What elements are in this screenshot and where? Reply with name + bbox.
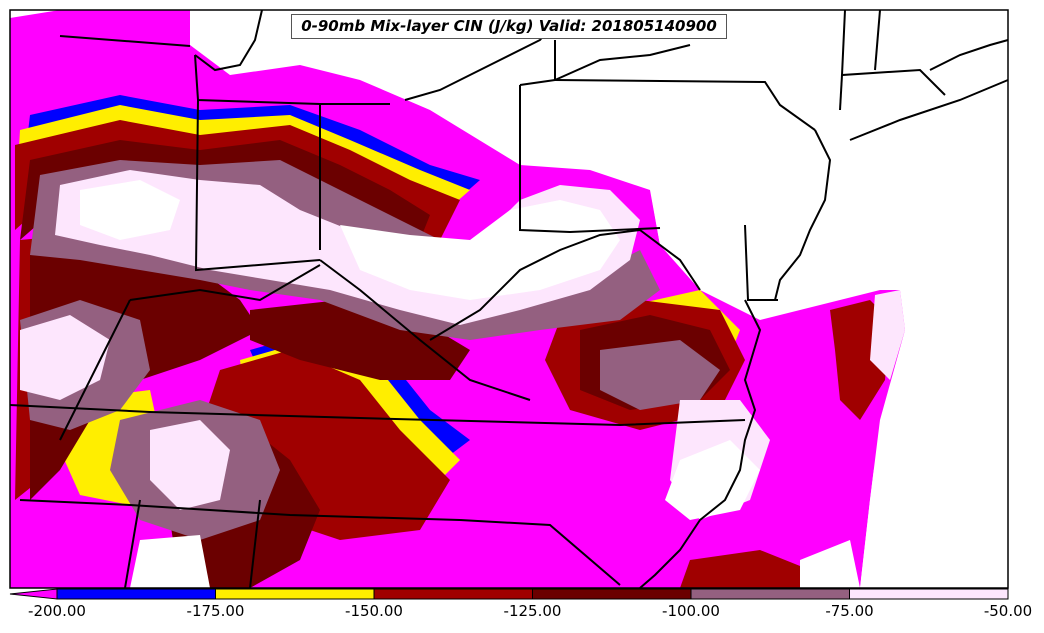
colorbar xyxy=(9,588,1009,600)
state-line xyxy=(124,499,141,589)
state-line xyxy=(874,9,881,71)
coast-line xyxy=(194,9,263,72)
colorbar-bin xyxy=(215,588,375,600)
state-line xyxy=(744,224,778,301)
state-line xyxy=(129,264,321,302)
field-white-northeast xyxy=(190,10,1008,588)
colorbar-tick-label: -50.00 xyxy=(983,602,1033,620)
field-white-center xyxy=(340,200,620,300)
state-line xyxy=(319,259,531,401)
field-white-west xyxy=(80,180,180,240)
colorbar-tick-label: -100.00 xyxy=(662,602,720,620)
state-line xyxy=(459,519,621,586)
cin-field xyxy=(10,10,1008,588)
state-line xyxy=(249,499,261,589)
field-darkred-main xyxy=(20,140,430,500)
map-frame xyxy=(9,9,1009,589)
coast-line xyxy=(554,44,691,81)
coast-line xyxy=(639,299,762,589)
boundaries xyxy=(9,9,1009,589)
field-white-atlantic xyxy=(800,540,860,588)
colorbar-bin xyxy=(849,588,1009,600)
colorbar-under-extension xyxy=(9,588,58,600)
field-pale-south xyxy=(150,420,230,510)
field-red-southeast xyxy=(680,550,810,588)
colorbar-tick-label: -125.00 xyxy=(503,602,562,620)
state-line xyxy=(839,74,843,111)
state-line xyxy=(9,404,746,427)
colorbar-tick-label: -75.00 xyxy=(825,602,874,620)
colorbar-tick-label: -150.00 xyxy=(345,602,403,620)
field-pale-coast xyxy=(870,290,905,380)
state-line xyxy=(554,79,816,131)
state-line xyxy=(194,54,390,105)
colorbar-bin xyxy=(532,588,692,600)
state-line xyxy=(840,9,946,96)
coast-line xyxy=(774,129,832,301)
coast-line xyxy=(929,39,1009,71)
field-white-southeast xyxy=(665,440,760,520)
colorbar-tick-label: -200.00 xyxy=(28,602,86,620)
colorbar-bin xyxy=(373,588,533,600)
state-line xyxy=(194,99,321,272)
field-white-southwest xyxy=(130,535,210,588)
state-line xyxy=(19,499,461,521)
state-line xyxy=(429,228,701,341)
state-line xyxy=(59,35,191,47)
state-line xyxy=(59,299,131,441)
coast-line xyxy=(849,79,1009,141)
colorbar-bin xyxy=(56,588,216,600)
field-pale-west xyxy=(20,315,110,400)
field-mauve-east xyxy=(600,340,720,410)
state-line xyxy=(519,85,661,234)
colorbar-bin xyxy=(690,588,850,600)
colorbar-tick-label: -175.00 xyxy=(186,602,245,620)
map-title: 0-90mb Mix-layer CIN (J/kg) Valid: 20180… xyxy=(291,14,727,39)
